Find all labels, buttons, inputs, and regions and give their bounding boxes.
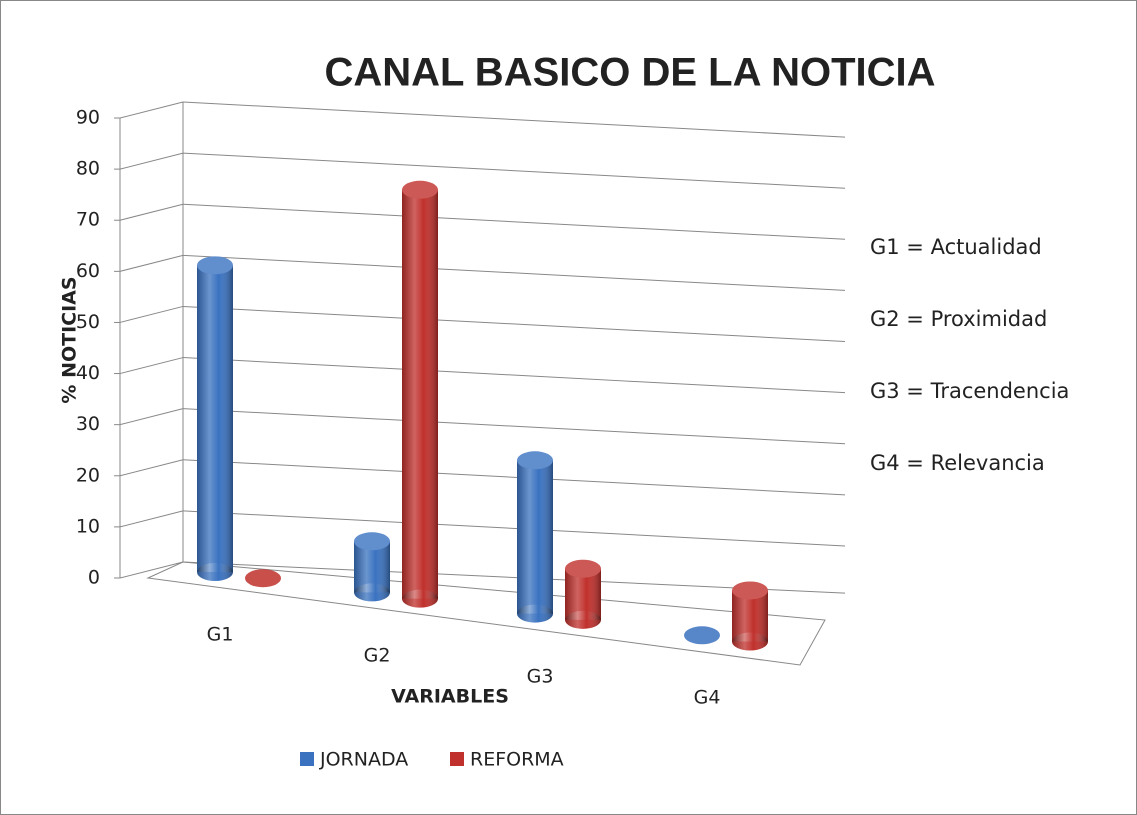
bar xyxy=(684,626,720,645)
bar-base-shade xyxy=(354,583,390,602)
bar-top-light xyxy=(402,180,438,199)
bar-top xyxy=(565,559,601,578)
annotation: G3 = Tracendencia xyxy=(870,379,1069,403)
bar-top xyxy=(517,451,553,470)
grid-line xyxy=(182,101,846,138)
legend-label: JORNADA xyxy=(319,749,408,771)
grid-line xyxy=(182,408,846,445)
grid-line xyxy=(119,510,184,528)
y-tick-label: 60 xyxy=(76,260,100,282)
annotation: G1 = Actualidad xyxy=(870,235,1042,259)
grid-line xyxy=(182,203,846,240)
grid-line xyxy=(182,510,846,547)
bar-shade xyxy=(402,189,438,599)
bar-top xyxy=(197,256,233,275)
y-tick-label: 80 xyxy=(76,158,100,180)
bar-base-shade xyxy=(732,632,768,651)
grid-line xyxy=(182,152,846,189)
grid-line xyxy=(119,305,184,323)
bar-top-light xyxy=(732,581,768,600)
legend-swatch xyxy=(300,752,314,766)
bar-shade xyxy=(197,265,233,572)
y-tick-label: 0 xyxy=(88,567,100,589)
legend-swatch xyxy=(450,752,464,766)
bar-base-shade xyxy=(517,604,553,623)
grid-line xyxy=(182,357,846,394)
bar-top-light xyxy=(354,532,390,551)
bar-top xyxy=(402,180,438,199)
grid-line xyxy=(182,459,846,496)
floor xyxy=(146,561,826,666)
legend-label: REFORMA xyxy=(470,749,564,771)
y-tick-label: 20 xyxy=(76,464,100,486)
y-tick-label: 10 xyxy=(76,515,100,537)
grid-line xyxy=(119,408,184,426)
bar-top-light xyxy=(197,256,233,275)
x-tick-label: G2 xyxy=(364,645,391,667)
y-tick-label: 40 xyxy=(76,362,100,384)
grid-line xyxy=(119,203,184,221)
annotation: G2 = Proximidad xyxy=(870,307,1047,331)
grid-line xyxy=(119,254,184,272)
bar-top-light xyxy=(517,451,553,470)
y-axis-label: % NOTICIAS xyxy=(59,276,81,403)
bar-top-light xyxy=(565,559,601,578)
grid-line xyxy=(119,152,184,170)
x-tick-label: G4 xyxy=(694,687,721,709)
bar xyxy=(245,569,281,588)
bar-base-shade xyxy=(565,610,601,629)
grid-line xyxy=(119,459,184,477)
y-tick-label: 70 xyxy=(76,209,100,231)
chart-title: CANAL BASICO DE LA NOTICIA xyxy=(324,51,935,95)
bar-top xyxy=(354,532,390,551)
y-tick-label: 90 xyxy=(76,107,100,129)
grid-line xyxy=(119,561,184,579)
bar-shade xyxy=(517,460,553,614)
grid-line xyxy=(119,357,184,375)
x-axis-label: VARIABLES xyxy=(391,686,509,708)
x-tick-label: G3 xyxy=(527,666,554,688)
grid-line xyxy=(182,254,846,291)
annotation: G4 = Relevancia xyxy=(870,451,1045,475)
bar-base-shade xyxy=(402,589,438,608)
y-tick-label: 50 xyxy=(76,311,100,333)
x-tick-label: G1 xyxy=(207,624,234,646)
grid-line xyxy=(119,101,184,119)
grid-line xyxy=(182,305,846,343)
y-tick-label: 30 xyxy=(76,413,100,435)
bar-base-shade xyxy=(197,563,233,581)
bar-top xyxy=(732,581,768,600)
